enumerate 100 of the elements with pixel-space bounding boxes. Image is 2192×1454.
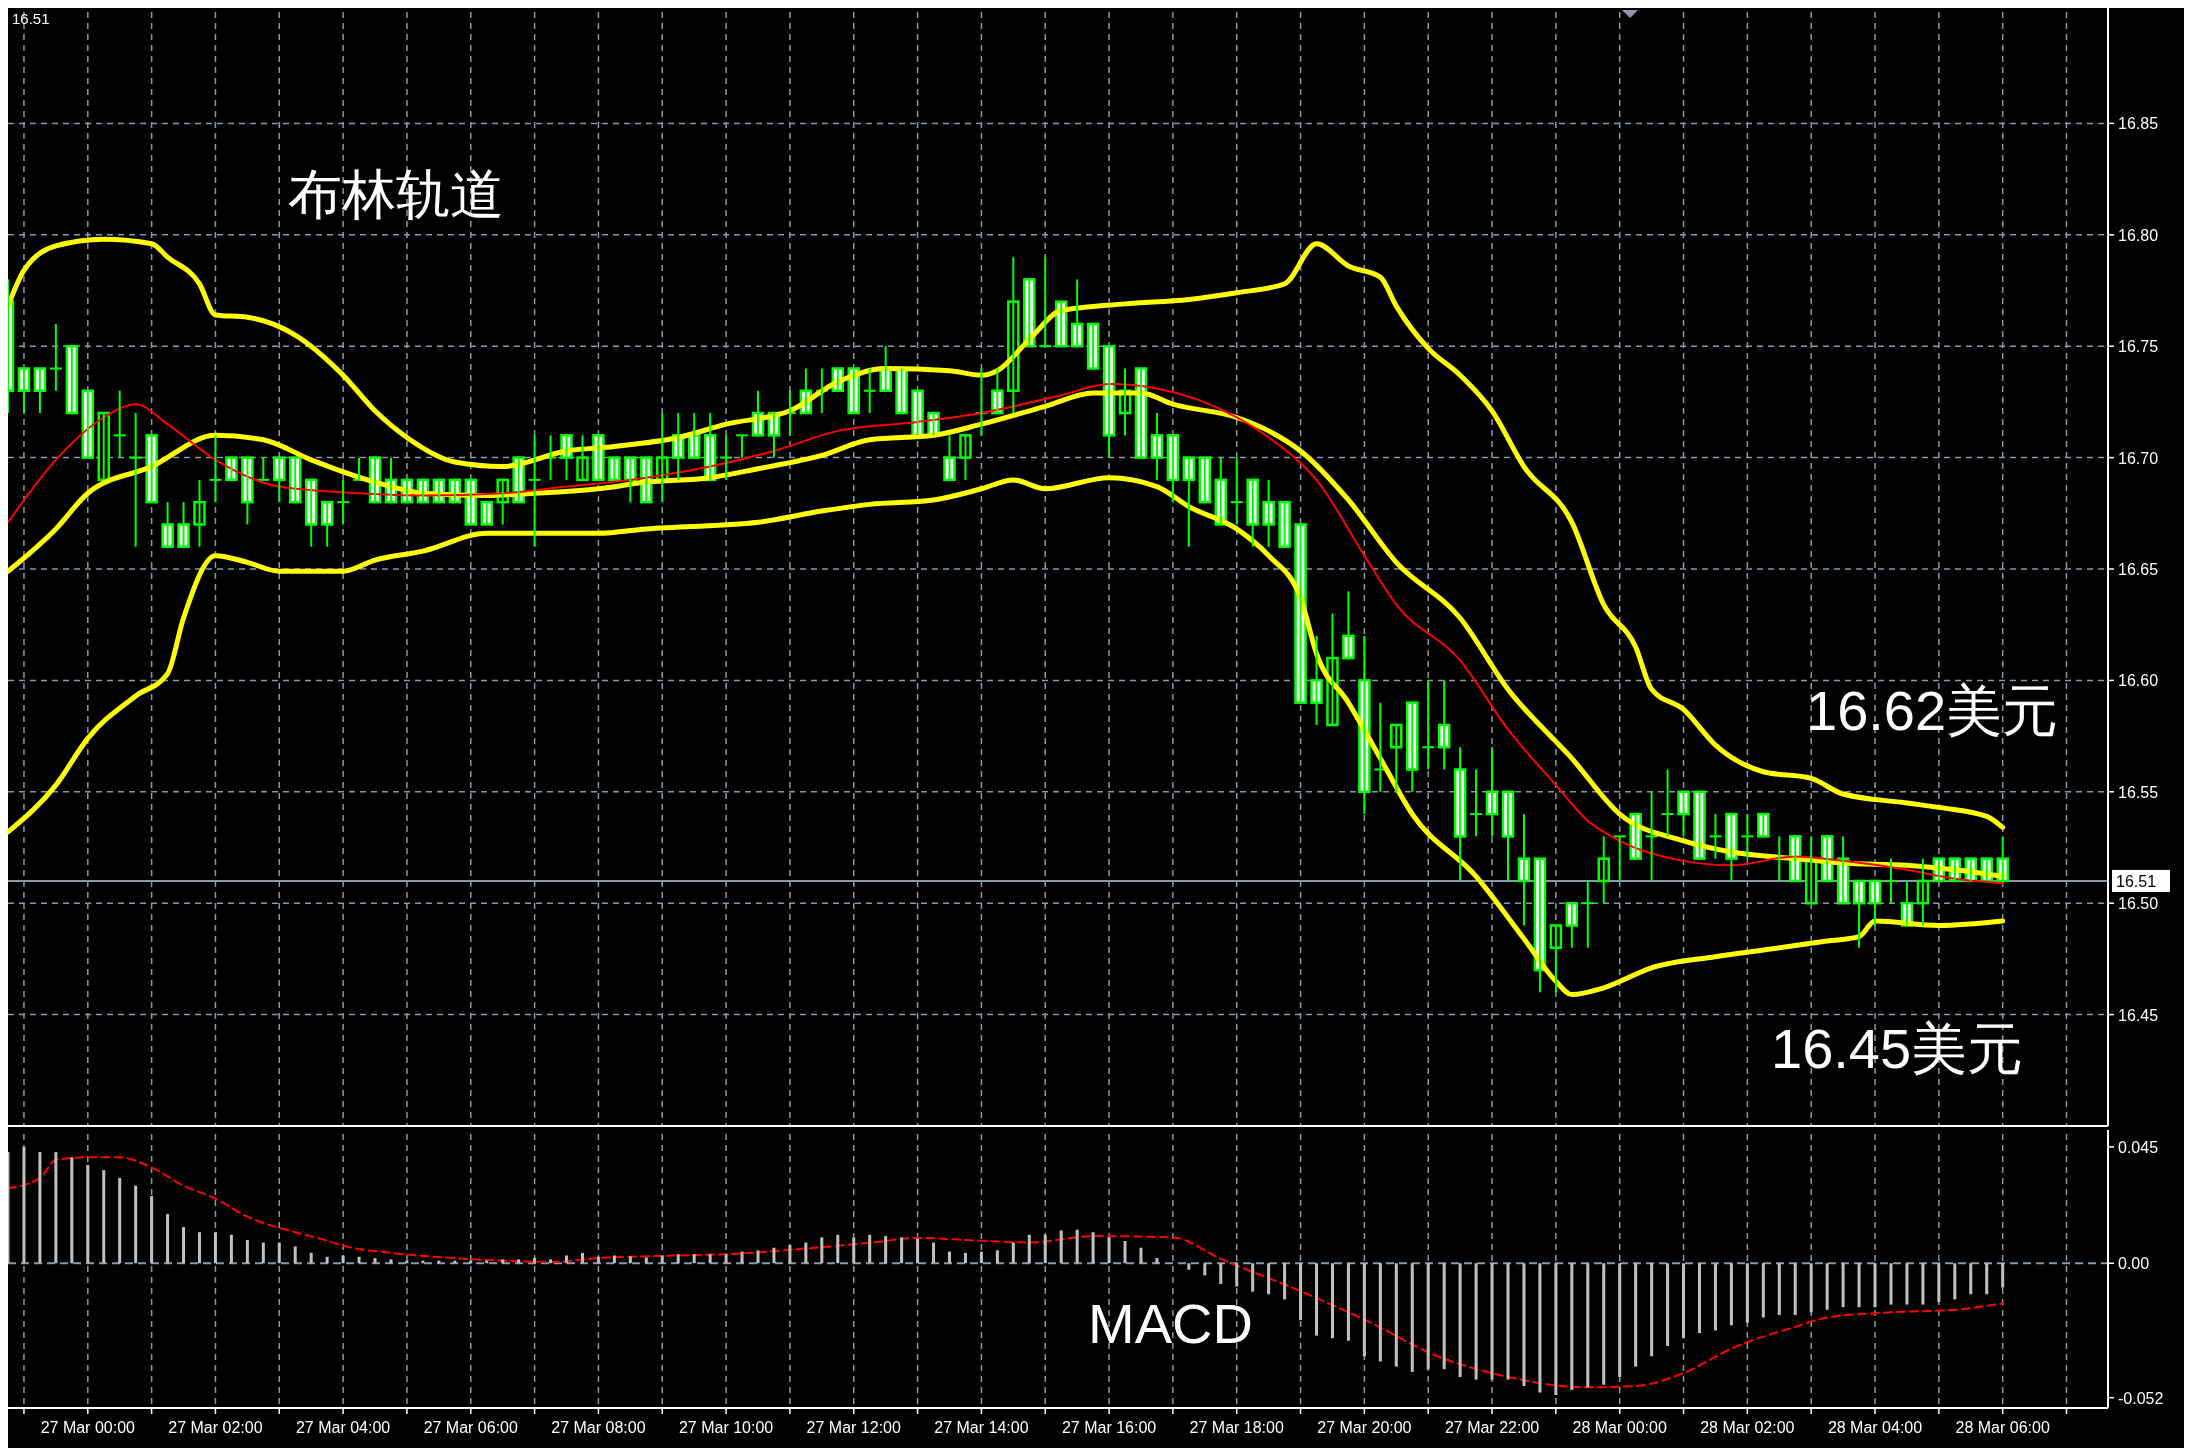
bar	[1921, 1263, 1925, 1305]
candlestick	[464, 478, 478, 526]
bar	[932, 1242, 936, 1264]
candlestick	[608, 456, 621, 482]
bar	[884, 1236, 888, 1264]
y-tick-label: 0.00	[2118, 1255, 2150, 1273]
candlestick	[1198, 456, 1212, 504]
bar	[756, 1250, 760, 1264]
bar	[1251, 1263, 1255, 1292]
candlestick	[480, 500, 493, 526]
candlestick	[943, 434, 956, 482]
x-tick-label: 27 Mar 14:00	[934, 1419, 1029, 1436]
bar	[2001, 1263, 2005, 1288]
bar	[533, 1258, 537, 1264]
y-tick-label: 16.75	[2118, 338, 2159, 356]
bar	[389, 1259, 393, 1264]
bar	[1458, 1263, 1462, 1377]
candlestick	[1788, 835, 1802, 883]
y-tick-label: 0.045	[2118, 1138, 2159, 1156]
x-tick-label: 27 Mar 02:00	[168, 1419, 263, 1436]
bar	[1203, 1263, 1207, 1276]
bar	[836, 1234, 840, 1264]
bar	[1953, 1263, 1957, 1300]
x-tick-label: 27 Mar 18:00	[1189, 1419, 1284, 1436]
bar	[1330, 1263, 1334, 1339]
bar	[293, 1246, 297, 1264]
candlestick	[1612, 835, 1627, 882]
candlestick	[895, 367, 908, 415]
annotation: 16.62美元	[1806, 679, 2059, 742]
y-tick-label: 16.55	[2118, 783, 2159, 801]
bar	[1937, 1263, 1941, 1303]
bar	[1889, 1263, 1893, 1305]
bar	[852, 1237, 856, 1264]
bar	[1666, 1263, 1670, 1346]
candlestick	[193, 478, 206, 548]
bar	[1634, 1263, 1638, 1367]
bar	[1410, 1263, 1414, 1372]
bar	[676, 1254, 680, 1264]
bar	[182, 1227, 186, 1264]
bar	[660, 1255, 664, 1264]
candlestick	[911, 389, 924, 437]
bar	[86, 1165, 90, 1264]
x-tick-label: 28 Mar 00:00	[1572, 1419, 1667, 1436]
bar	[1969, 1263, 1973, 1295]
bar	[1346, 1263, 1350, 1341]
bar	[373, 1258, 377, 1264]
candlestick	[288, 456, 302, 504]
bar	[900, 1237, 904, 1264]
bar	[963, 1252, 967, 1264]
bar	[1905, 1263, 1909, 1305]
bar	[820, 1237, 824, 1264]
bar	[1267, 1263, 1271, 1295]
bar	[1283, 1263, 1287, 1300]
bar	[1554, 1263, 1558, 1396]
x-tick-label: 28 Mar 04:00	[1827, 1419, 1923, 1436]
bar	[357, 1256, 361, 1264]
bar	[708, 1254, 712, 1264]
x-tick-label: 27 Mar 06:00	[423, 1419, 519, 1436]
bar	[1426, 1263, 1430, 1370]
bar	[549, 1259, 553, 1264]
bar	[341, 1255, 345, 1264]
bar	[628, 1256, 632, 1264]
y-tick-label: -0.052	[2118, 1389, 2164, 1407]
bar	[1682, 1263, 1686, 1339]
candlestick	[1038, 256, 1053, 348]
candlestick	[97, 411, 110, 482]
bar	[1809, 1263, 1813, 1313]
bar	[1155, 1258, 1159, 1264]
candlestick	[1406, 701, 1419, 793]
bar	[229, 1234, 233, 1264]
bar	[947, 1251, 951, 1264]
candlestick	[847, 367, 860, 415]
bar	[1570, 1263, 1574, 1390]
bar	[102, 1170, 106, 1264]
y-tick-label: 16.65	[2118, 561, 2159, 578]
candlestick	[145, 434, 158, 504]
candlestick	[576, 434, 589, 482]
bar	[1043, 1234, 1047, 1264]
x-tick-label: 27 Mar 10:00	[678, 1419, 774, 1436]
bar	[118, 1177, 122, 1264]
bar	[1841, 1263, 1845, 1308]
annotation: 布林轨道	[288, 164, 504, 224]
candlestick	[81, 389, 95, 459]
bar	[724, 1254, 728, 1264]
bar	[1873, 1263, 1877, 1308]
bar	[596, 1256, 600, 1264]
candlestick	[225, 456, 238, 482]
annotation: 16.45美元	[1771, 1017, 2024, 1080]
bar	[197, 1232, 201, 1264]
bar	[1586, 1263, 1590, 1388]
bar	[1538, 1263, 1542, 1393]
x-tick-label: 28 Mar 02:00	[1700, 1419, 1795, 1436]
candlestick	[1693, 790, 1706, 860]
candlestick	[1278, 500, 1291, 548]
y-tick-label: 16.80	[2118, 226, 2159, 244]
bar	[1362, 1263, 1366, 1357]
bar	[804, 1242, 808, 1264]
annotation: 16.51	[12, 10, 50, 27]
candlestick	[1134, 367, 1148, 459]
bar	[772, 1247, 776, 1264]
